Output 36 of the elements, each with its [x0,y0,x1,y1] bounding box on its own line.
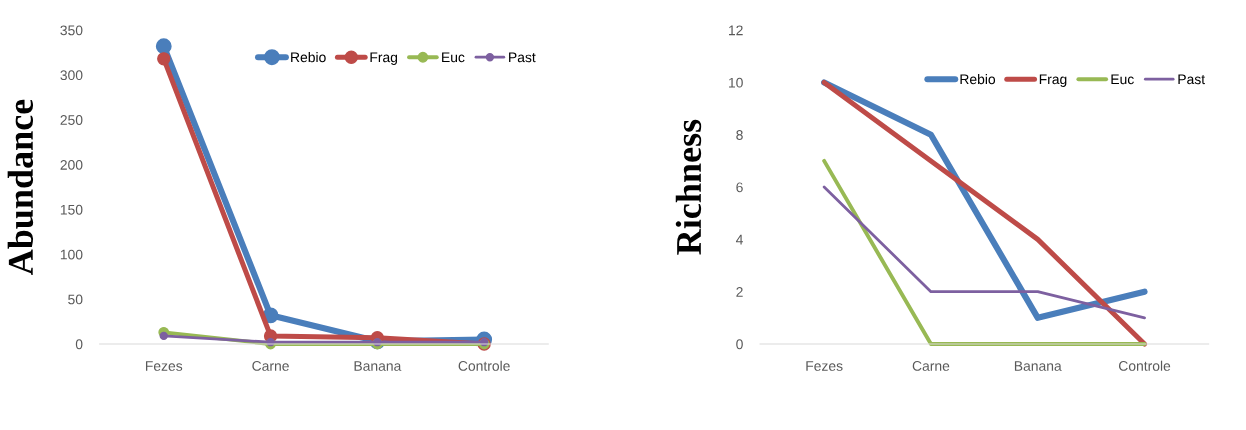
y-tick-label: 2 [736,287,743,297]
legend-label: Euc [1111,74,1134,85]
x-tick-label: Controle [458,360,510,371]
y-tick-label: 12 [729,25,743,36]
point [157,52,171,66]
x-tick-label: Banana [354,361,402,371]
x-tick-label: Carne [912,361,950,371]
y-tick-label: 6 [736,182,743,193]
y-tick-label: 0 [736,339,743,350]
legend-label: Past [509,52,536,63]
y-tick-label: 350 [60,25,83,36]
legend-label: Euc [442,52,465,63]
y-axis-title: Abundance [7,99,34,275]
y-tick-label: 100 [60,249,83,260]
y-tick-label: 8 [736,130,743,140]
y-tick-label: 4 [735,234,743,245]
y-tick-label: 0 [75,339,83,350]
legend-label: Frag [1039,74,1067,87]
legend-label: Past [1178,74,1205,85]
x-tick-label: Fezes [145,361,183,371]
x-tick-label: Fezes [806,361,843,371]
y-tick-label: 150 [60,204,83,215]
legend-label: Rebio [960,73,996,85]
x-tick-label: Controle [1119,360,1171,371]
point [155,38,172,55]
y-tick-label: 50 [68,294,83,305]
y-tick-label: 300 [60,70,83,81]
y-axis-title: Richness [675,119,702,255]
legend-label: Frag [370,52,398,65]
x-tick-label: Banana [1014,361,1062,371]
x-tick-label: Carne [252,361,289,371]
y-tick-label: 10 [729,77,743,88]
point [159,331,168,341]
legend-label: Rebio [291,52,326,63]
y-tick-label: 250 [60,115,83,125]
y-tick-label: 200 [60,159,83,170]
